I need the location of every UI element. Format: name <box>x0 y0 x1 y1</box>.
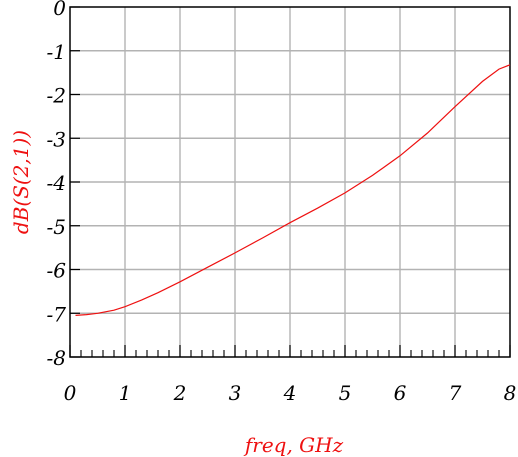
x-tick-label: 3 <box>229 381 242 405</box>
x-tick-label: 6 <box>394 381 407 405</box>
x-tick-label: 7 <box>449 381 462 405</box>
x-tick-label: 2 <box>173 381 187 405</box>
series-line-s21 <box>75 64 511 316</box>
x-axis-title: freq, GHz <box>243 433 344 457</box>
x-tick-label: 0 <box>64 381 77 405</box>
x-tick-labels: 0 1 2 3 4 5 6 7 8 <box>64 381 517 405</box>
y-tick-label: -7 <box>47 302 67 326</box>
major-ticks <box>69 6 511 358</box>
y-tick-label: -6 <box>47 259 67 283</box>
y-tick-label: 0 <box>53 0 66 20</box>
x-tick-label: 8 <box>504 381 517 405</box>
y-tick-label: -1 <box>47 40 66 64</box>
grid-lines <box>70 7 510 357</box>
y-tick-label: -2 <box>47 84 66 108</box>
x-tick-label: 4 <box>283 381 297 405</box>
y-tick-label: -4 <box>47 171 66 195</box>
minor-ticks <box>80 350 500 357</box>
y-tick-labels: 0 -1 -2 -3 -4 -5 -6 -7 -8 <box>47 0 67 370</box>
y-tick-label: -3 <box>47 127 66 151</box>
x-tick-label: 5 <box>339 381 352 405</box>
y-tick-label: -8 <box>47 346 66 370</box>
y-tick-label: -5 <box>47 215 66 239</box>
y-axis-title: dB(S(2,1)) <box>9 130 33 234</box>
x-tick-label: 1 <box>119 381 132 405</box>
